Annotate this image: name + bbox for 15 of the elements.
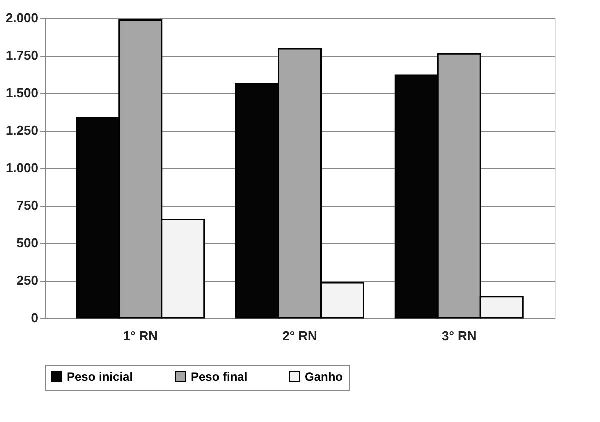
legend-label: Peso inicial <box>67 370 134 384</box>
y-tick-label: 2.000 <box>6 10 38 26</box>
y-tick-label: 1.750 <box>6 48 38 63</box>
x-tick-label: 1° RN <box>123 328 158 344</box>
y-tick-label: 0 <box>31 310 38 326</box>
legend-label: Ganho <box>305 370 343 384</box>
y-tick-label: 250 <box>16 273 38 288</box>
y-tick-label: 1.500 <box>6 86 38 100</box>
y-tick-label: 750 <box>16 198 38 213</box>
legend-label: Peso final <box>191 370 248 384</box>
y-tick-label: 1.000 <box>6 160 38 176</box>
y-tick-label: 1.250 <box>6 123 38 138</box>
y-tick-label: 500 <box>16 236 38 250</box>
x-tick-label: 2° RN <box>282 328 318 344</box>
x-tick-label: 3° RN <box>442 328 477 344</box>
